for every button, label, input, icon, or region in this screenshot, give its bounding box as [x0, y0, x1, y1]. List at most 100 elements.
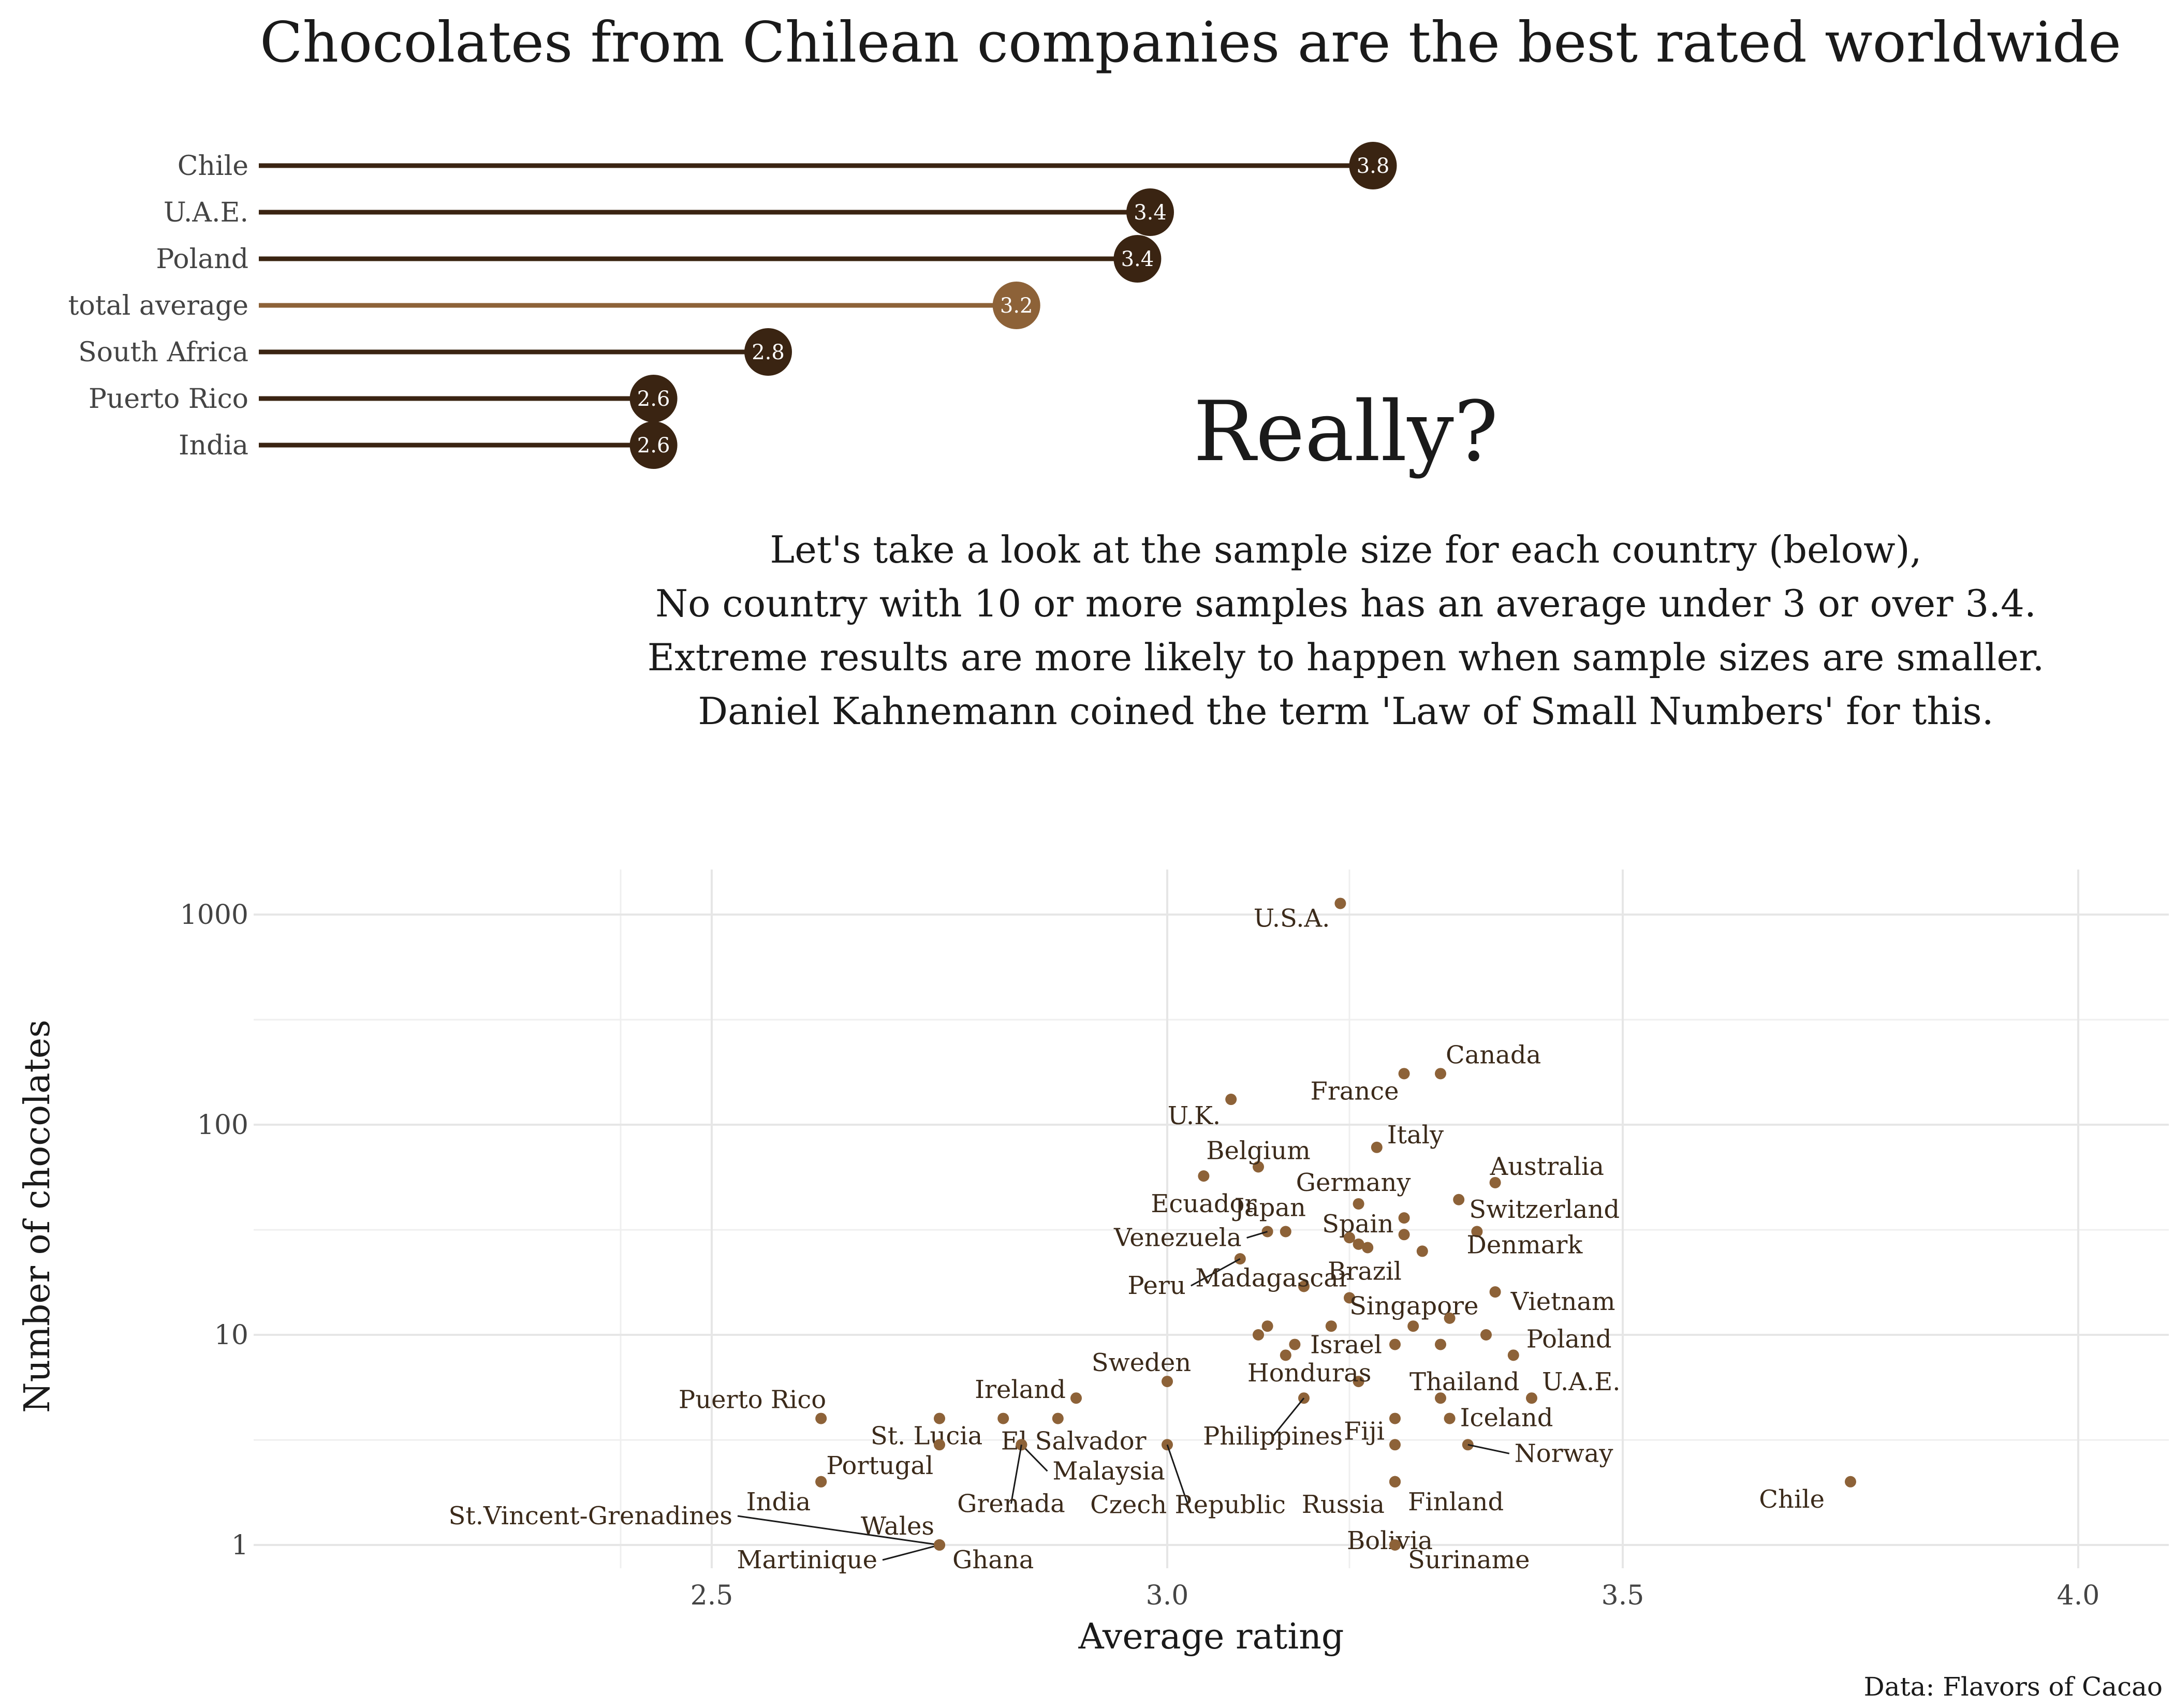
point-label: Singapore: [1349, 1292, 1478, 1321]
data-point: [1362, 1242, 1374, 1254]
country-label: India: [179, 430, 248, 461]
point-label: Iceland: [1460, 1404, 1553, 1433]
data-point: [1407, 1320, 1419, 1332]
data-point: [1507, 1349, 1519, 1361]
data-point: [934, 1439, 945, 1451]
x-axis-title: Average rating: [1078, 1616, 1344, 1657]
data-point: [1389, 1439, 1401, 1451]
value-label: 2.6: [637, 387, 670, 411]
leader-line: [1272, 1397, 1305, 1437]
point-label: Philippines: [1203, 1422, 1343, 1451]
point-label: U.K.: [1168, 1101, 1221, 1130]
point-label: Thailand: [1409, 1367, 1520, 1396]
point-label: Ghana: [952, 1545, 1034, 1574]
y-axis-title: Number of chocolates: [17, 1020, 58, 1413]
data-point: [1253, 1161, 1264, 1173]
x-tick-label: 4.0: [2057, 1580, 2100, 1611]
data-point: [1435, 1338, 1446, 1350]
data-point: [1344, 1232, 1355, 1244]
data-point: [815, 1412, 827, 1424]
lollipop-dot: [629, 421, 678, 469]
data-point: [1480, 1329, 1492, 1341]
point-label: Germany: [1296, 1168, 1411, 1197]
point-label: U.S.A.: [1254, 904, 1330, 933]
lollipop-dot: [1349, 142, 1397, 189]
country-label: Chile: [178, 151, 248, 182]
data-point: [1389, 1338, 1401, 1350]
value-label: 2.6: [637, 434, 670, 458]
data-point: [1435, 1068, 1446, 1080]
point-label: Sweden: [1092, 1348, 1191, 1377]
data-point: [1325, 1320, 1337, 1332]
leader-line: [1166, 1444, 1189, 1505]
leader-line: [1021, 1444, 1048, 1472]
data-point: [1261, 1320, 1273, 1332]
point-label: Chile: [1759, 1485, 1825, 1514]
data-point: [1353, 1376, 1364, 1388]
point-label: Bolivia: [1347, 1526, 1433, 1555]
point-label: Honduras: [1247, 1359, 1372, 1388]
data-source-caption: Data: Flavors of Cacao: [1863, 1672, 2163, 1702]
scatter-chart: 2.5 3.0 3.5 4.0 1 10 100 1000 Average rating Numb…: [17, 870, 2169, 1657]
data-point: [1162, 1376, 1173, 1388]
y-tick-label: 1000: [180, 900, 248, 931]
data-point: [1289, 1338, 1301, 1350]
data-point: [1280, 1226, 1291, 1238]
page-title: Chocolates from Chilean companies are th…: [259, 10, 2121, 75]
really-heading: Really?: [1193, 383, 1499, 480]
point-label: Malaysia: [1052, 1456, 1165, 1485]
country-label: Poland: [156, 244, 248, 275]
point-label: Peru: [1127, 1271, 1185, 1300]
data-point: [1253, 1329, 1264, 1341]
point-label: Madagascar: [1195, 1263, 1350, 1292]
x-tick-label: 2.5: [691, 1580, 733, 1611]
point-label: Brazil: [1328, 1257, 1402, 1286]
point-label: Grenada: [957, 1489, 1065, 1518]
y-tick-label: 100: [197, 1110, 248, 1141]
lollipop-dot: [744, 328, 792, 376]
data-point: [1398, 1068, 1410, 1080]
point-label: Japan: [1232, 1194, 1306, 1223]
data-point: [1489, 1286, 1501, 1298]
explanation-line: No country with 10 or more samples has a…: [655, 582, 2036, 625]
value-label: 3.4: [1121, 247, 1154, 271]
country-label: South Africa: [78, 337, 248, 368]
data-point: [1416, 1245, 1428, 1257]
point-label: U.A.E.: [1542, 1367, 1621, 1396]
point-label: Martinique: [737, 1545, 877, 1574]
lollipop-dot: [992, 282, 1040, 329]
leader-line: [1191, 1258, 1241, 1287]
data-point: [1526, 1392, 1537, 1404]
data-point: [1052, 1412, 1064, 1424]
explanation-line: Let's take a look at the sample size for…: [770, 528, 1922, 571]
point-label: Denmark: [1466, 1231, 1583, 1260]
point-label: Czech Republic: [1090, 1490, 1286, 1519]
value-label: 3.2: [1000, 294, 1033, 318]
data-point: [1371, 1141, 1383, 1153]
value-label: 2.8: [752, 341, 785, 364]
point-label: Italy: [1387, 1121, 1444, 1150]
lollipop-dot: [1126, 188, 1174, 236]
point-label: Vietnam: [1510, 1287, 1615, 1316]
value-label: 3.4: [1134, 201, 1167, 225]
x-tick-label: 3.0: [1146, 1580, 1189, 1611]
data-point: [934, 1412, 945, 1424]
data-point: [1389, 1539, 1401, 1551]
point-label: Portugal: [826, 1451, 933, 1480]
point-label: Suriname: [1408, 1545, 1530, 1574]
data-point: [1070, 1392, 1082, 1404]
explanation-text: Let's take a look at the sample size for…: [518, 523, 2174, 738]
data-point: [1444, 1312, 1456, 1324]
lollipop-dot: [1113, 235, 1162, 283]
data-point: [1398, 1212, 1410, 1224]
data-point: [934, 1539, 945, 1551]
leader-line: [1246, 1231, 1268, 1239]
data-point: [1344, 1292, 1355, 1304]
data-point: [1389, 1476, 1401, 1488]
x-tick-label: 3.5: [1602, 1580, 1644, 1611]
point-label: France: [1311, 1077, 1399, 1106]
point-label: Spain: [1322, 1210, 1394, 1239]
point-label: Ireland: [975, 1375, 1066, 1404]
country-label: U.A.E.: [164, 197, 248, 228]
